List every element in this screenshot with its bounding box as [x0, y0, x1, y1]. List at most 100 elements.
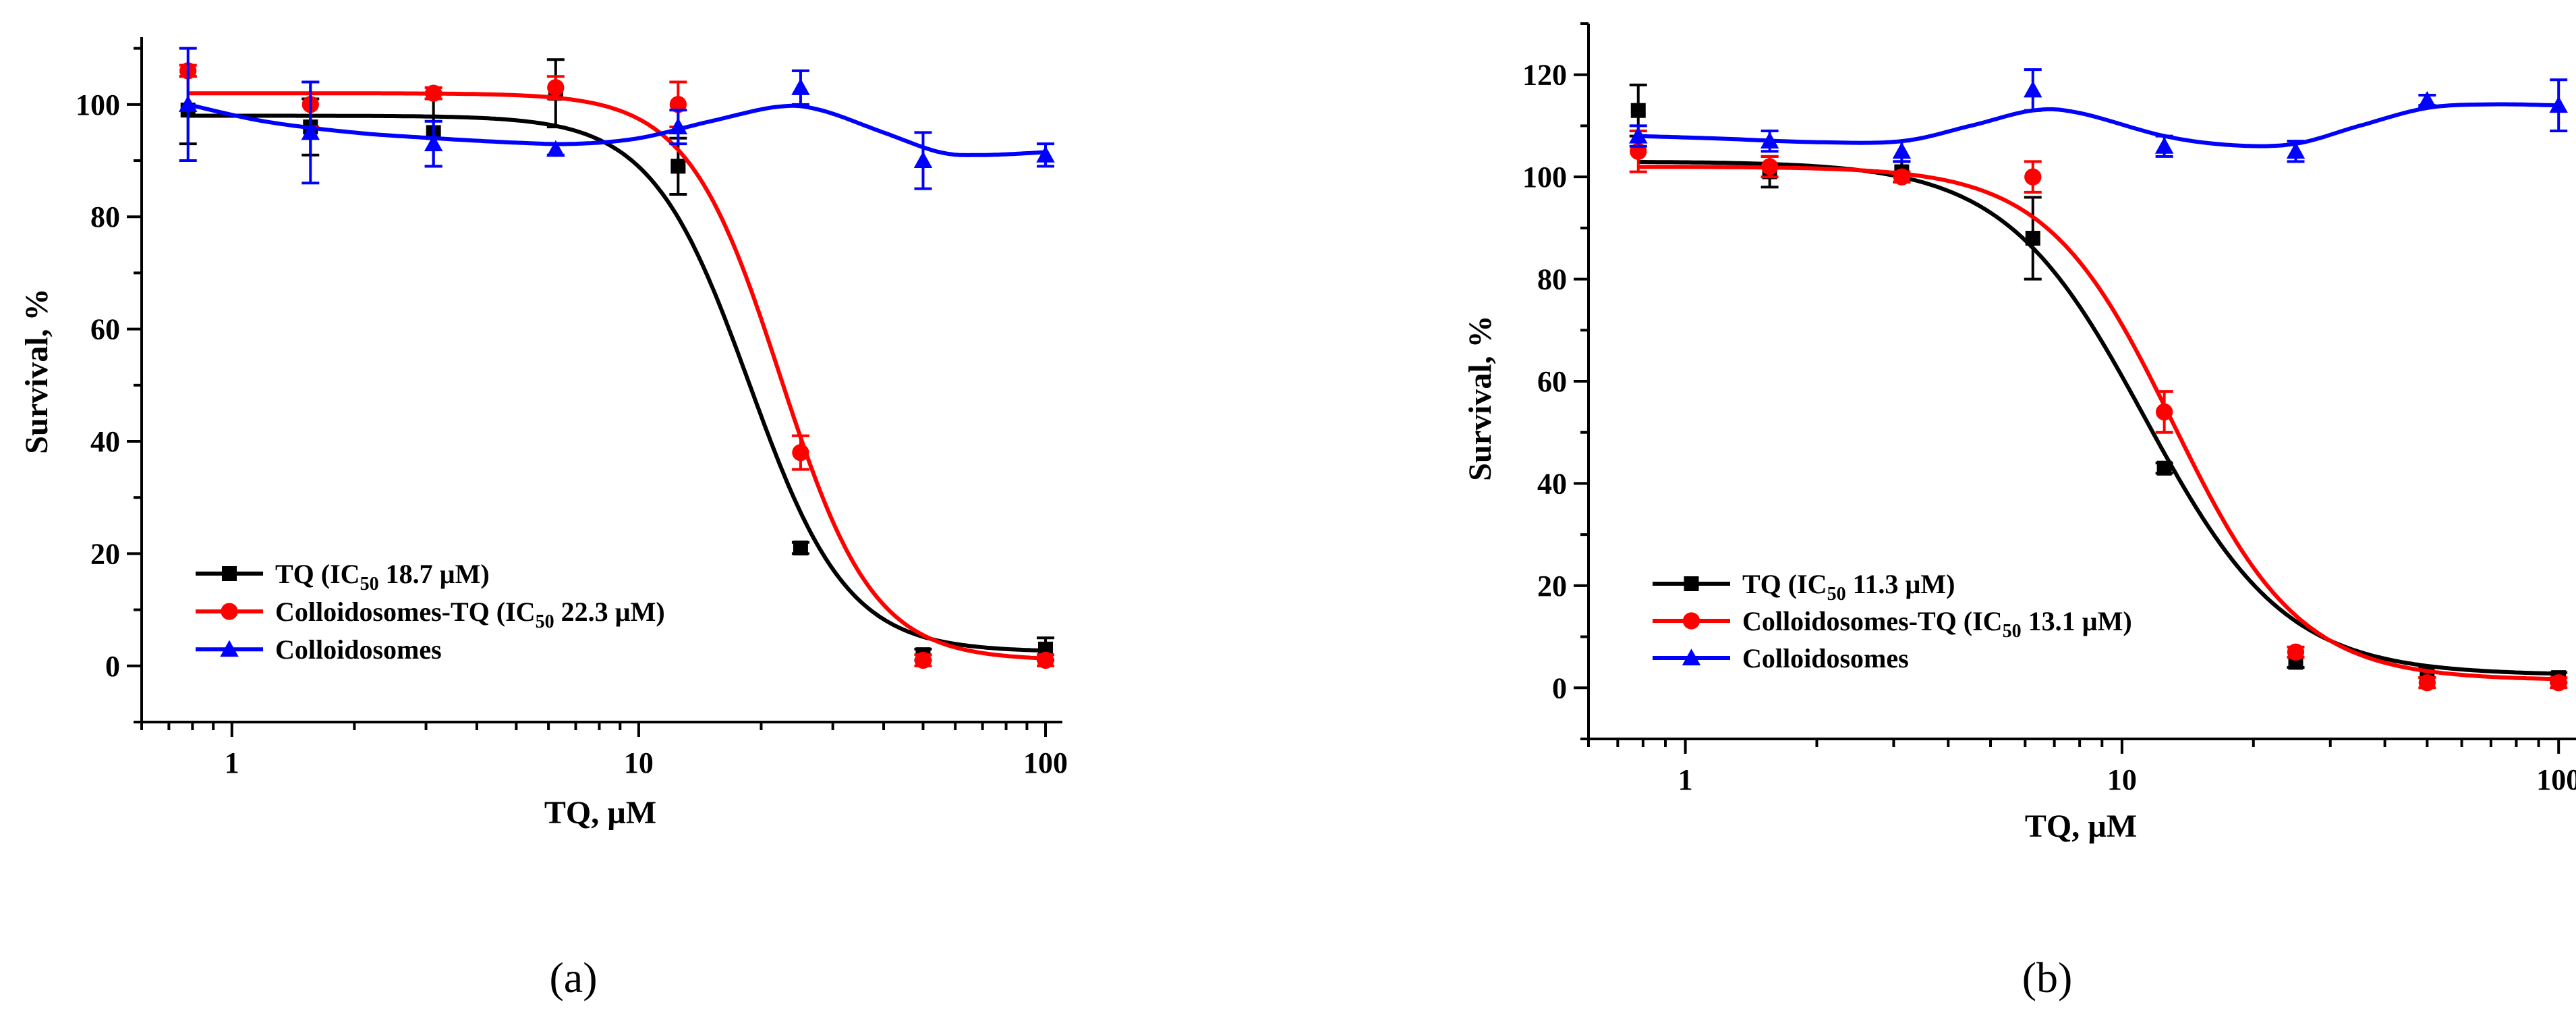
- legend-marker: [1682, 649, 1701, 665]
- series-line: [1638, 102, 2559, 148]
- x-tick-label: 1: [1678, 763, 1693, 796]
- data-point: [670, 159, 686, 174]
- legend-label-subscript: 50: [536, 611, 554, 632]
- legend-label-main: Colloidosomes-TQ (IC: [275, 597, 536, 627]
- data-point: [668, 117, 688, 135]
- data-point: [425, 84, 442, 102]
- legend-label: Colloidosomes: [275, 634, 442, 665]
- x-tick-label: 1: [225, 746, 239, 779]
- data-point: [2549, 96, 2568, 113]
- series-colloidosomes: [178, 47, 1055, 190]
- data-point: [2155, 403, 2173, 421]
- data-point: [2418, 674, 2436, 692]
- data-point: [792, 444, 809, 462]
- panel-label: (b): [2022, 954, 2073, 1001]
- y-tick-label: 0: [1552, 671, 1567, 705]
- data-point: [2154, 136, 2174, 154]
- data-point: [914, 651, 932, 669]
- legend-entry: Colloidosomes-TQ (IC50 13.1 µM): [1653, 606, 2132, 642]
- legend-label: TQ (IC50 11.3 µM): [1742, 569, 1955, 605]
- legend-label-main: TQ (IC: [275, 559, 360, 589]
- data-point: [1892, 142, 1912, 159]
- y-tick-label: 60: [90, 313, 120, 346]
- legend-label: Colloidosomes: [1742, 643, 1909, 673]
- legend-label-subscript: 50: [2003, 621, 2022, 642]
- data-point: [301, 123, 320, 140]
- legend-label: Colloidosomes-TQ (IC50 22.3 µM): [275, 597, 665, 632]
- panel-label: (a): [549, 954, 597, 1001]
- y-tick-label: 120: [1522, 59, 1567, 92]
- y-axis-title: Survival, %: [1462, 315, 1498, 480]
- chart-panel-a: 0 20 40 60 80 100 1 10 100 TQ, µM Survival, % TQ (I…: [19, 37, 1068, 1001]
- series-colloidosomes-tq: [1629, 130, 2568, 692]
- data-point: [2550, 674, 2567, 692]
- legend-marker: [222, 566, 237, 581]
- data-point: [1760, 132, 1779, 149]
- data-point: [913, 151, 933, 169]
- data-point: [1037, 651, 1054, 669]
- legend-marker: [1682, 612, 1700, 630]
- legend-entry: Colloidosomes: [196, 634, 442, 665]
- data-point: [2024, 80, 2042, 98]
- y-tick-label: 20: [1537, 570, 1567, 603]
- data-point: [2286, 142, 2306, 159]
- y-tick-label: 40: [90, 425, 120, 458]
- legend-label-tail: 11.3 µM): [1846, 569, 1955, 599]
- series-line: [1638, 160, 2559, 676]
- legend-entry: TQ (IC50 11.3 µM): [1653, 569, 1955, 605]
- legend-label: TQ (IC50 18.7 µM): [275, 559, 490, 595]
- legend-label-main: Colloidosomes: [275, 634, 442, 665]
- legend-label-main: TQ (IC: [1742, 569, 1827, 599]
- y-tick-label: 0: [105, 650, 120, 683]
- x-axis-title: TQ, µM: [544, 795, 656, 831]
- data-point: [547, 79, 565, 96]
- y-tick-label: 100: [76, 88, 120, 121]
- legend-label-tail: 18.7 µM): [379, 559, 490, 589]
- data-point: [1629, 126, 1648, 144]
- data-point: [546, 140, 565, 157]
- legend-label-main: Colloidosomes-TQ (IC: [1742, 606, 2003, 636]
- x-axis-title: TQ, µM: [2025, 808, 2137, 844]
- legend-entry: TQ (IC50 18.7 µM): [196, 559, 490, 595]
- legend-marker: [1684, 576, 1699, 591]
- x-tick-label: 10: [2107, 763, 2137, 796]
- data-point: [793, 541, 808, 556]
- series-line: [1638, 165, 2559, 682]
- data-point: [2024, 168, 2042, 186]
- data-point: [1761, 158, 1779, 175]
- series-line: [188, 113, 1046, 653]
- y-axis-title: Survival, %: [19, 288, 55, 453]
- data-point: [2287, 643, 2305, 661]
- legend-label-tail: 22.3 µM): [554, 597, 665, 627]
- y-tick-label: 40: [1537, 467, 1567, 500]
- legend-label-subscript: 50: [360, 574, 379, 595]
- legend-entry: Colloidosomes-TQ (IC50 22.3 µM): [196, 597, 665, 632]
- legend-marker: [221, 603, 238, 620]
- y-tick-label: 80: [90, 200, 120, 233]
- y-tick-label: 60: [1537, 365, 1567, 398]
- data-point: [1893, 168, 1911, 186]
- y-tick-label: 20: [90, 537, 120, 570]
- legend-label-main: Colloidosomes: [1742, 643, 1909, 673]
- x-tick-label: 10: [624, 746, 654, 779]
- legend-label: Colloidosomes-TQ (IC50 13.1 µM): [1742, 606, 2132, 642]
- data-point: [178, 95, 198, 112]
- data-point: [1036, 145, 1055, 163]
- legend-label-subscript: 50: [1827, 584, 1846, 605]
- y-tick-label: 100: [1522, 161, 1567, 194]
- data-point: [1630, 103, 1646, 118]
- y-tick-label: 80: [1537, 263, 1567, 296]
- data-point: [424, 134, 443, 152]
- legend-entry: Colloidosomes: [1653, 643, 1909, 673]
- series-tq: [1629, 83, 2568, 686]
- data-point: [2156, 460, 2172, 476]
- series-colloidosomes: [1629, 68, 2568, 163]
- data-point: [2417, 90, 2437, 108]
- data-point: [2025, 231, 2040, 246]
- legend-label-tail: 13.1 µM): [2022, 606, 2132, 636]
- x-tick-label: 100: [2536, 763, 2576, 796]
- x-tick-label: 100: [1023, 746, 1068, 779]
- legend-marker: [220, 640, 239, 657]
